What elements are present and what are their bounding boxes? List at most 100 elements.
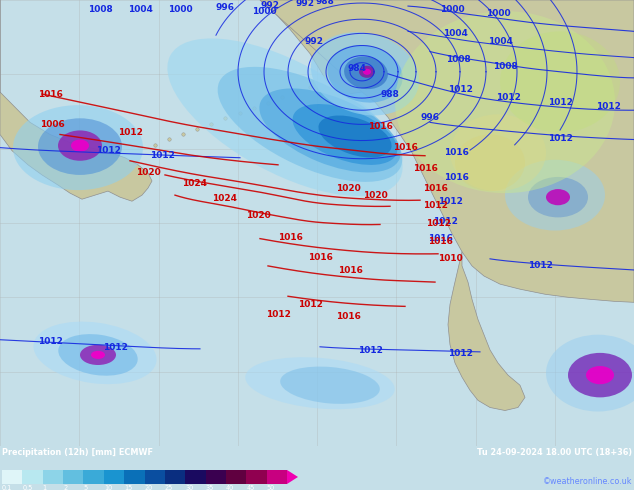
Ellipse shape xyxy=(568,353,632,397)
Ellipse shape xyxy=(546,335,634,412)
Ellipse shape xyxy=(528,177,588,218)
Text: 1000: 1000 xyxy=(167,4,192,14)
Polygon shape xyxy=(287,470,298,484)
Ellipse shape xyxy=(13,105,143,190)
Text: 992: 992 xyxy=(261,0,280,10)
Text: 1008: 1008 xyxy=(493,62,517,71)
Polygon shape xyxy=(0,0,152,201)
Ellipse shape xyxy=(58,334,138,376)
Text: 1012: 1012 xyxy=(297,300,323,309)
Text: 1020: 1020 xyxy=(363,191,387,199)
Ellipse shape xyxy=(450,114,546,191)
Bar xyxy=(2,470,22,484)
Bar xyxy=(145,470,165,484)
Text: 1008: 1008 xyxy=(87,4,112,14)
Bar xyxy=(185,470,205,484)
Text: 988: 988 xyxy=(316,0,335,5)
Ellipse shape xyxy=(34,321,157,384)
Text: 1012: 1012 xyxy=(437,196,462,206)
Text: 1012: 1012 xyxy=(548,134,573,143)
Text: 1012: 1012 xyxy=(117,128,143,137)
Text: 1012: 1012 xyxy=(548,98,573,107)
Bar xyxy=(267,470,287,484)
Text: 1012: 1012 xyxy=(425,219,450,228)
Ellipse shape xyxy=(280,367,380,404)
Text: 1016: 1016 xyxy=(427,237,453,246)
Text: Precipitation (12h) [mm] ECMWF: Precipitation (12h) [mm] ECMWF xyxy=(2,448,153,457)
Text: 1020: 1020 xyxy=(335,184,360,193)
Text: 992: 992 xyxy=(304,37,323,46)
Text: 1012: 1012 xyxy=(448,85,472,95)
Text: 1020: 1020 xyxy=(245,211,270,220)
Text: 1012: 1012 xyxy=(448,349,472,358)
Text: 5: 5 xyxy=(84,485,87,490)
Text: 40: 40 xyxy=(226,485,234,490)
Text: 1016: 1016 xyxy=(423,184,448,193)
Ellipse shape xyxy=(259,88,401,172)
Text: 984: 984 xyxy=(347,64,366,74)
Text: 1012: 1012 xyxy=(595,101,621,111)
Text: 1024: 1024 xyxy=(183,178,207,188)
Text: 1012: 1012 xyxy=(423,201,448,210)
Text: 15: 15 xyxy=(124,485,133,490)
Text: 1: 1 xyxy=(42,485,47,490)
Text: 1016: 1016 xyxy=(307,253,332,262)
Ellipse shape xyxy=(80,345,116,365)
Text: 1016: 1016 xyxy=(444,148,469,157)
Ellipse shape xyxy=(395,11,615,193)
Text: 1016: 1016 xyxy=(337,267,363,275)
Ellipse shape xyxy=(58,130,102,161)
Text: 1016: 1016 xyxy=(37,90,62,98)
Polygon shape xyxy=(260,0,634,302)
Text: 1020: 1020 xyxy=(136,169,160,177)
Text: 1016: 1016 xyxy=(427,234,453,243)
Text: 1016: 1016 xyxy=(335,312,361,321)
Text: 996: 996 xyxy=(420,113,439,122)
Bar xyxy=(124,470,145,484)
Bar xyxy=(84,470,104,484)
Text: 30: 30 xyxy=(185,485,193,490)
Ellipse shape xyxy=(245,357,395,409)
Text: 45: 45 xyxy=(246,485,254,490)
Text: 1012: 1012 xyxy=(266,310,290,319)
Bar xyxy=(104,470,124,484)
Text: 35: 35 xyxy=(205,485,214,490)
Ellipse shape xyxy=(359,66,375,78)
Text: 1004: 1004 xyxy=(488,37,512,46)
Ellipse shape xyxy=(293,104,398,165)
Text: 1012: 1012 xyxy=(103,343,127,352)
Bar xyxy=(246,470,267,484)
Text: 0.1: 0.1 xyxy=(2,485,12,490)
Text: 1012: 1012 xyxy=(496,93,521,101)
Text: 1012: 1012 xyxy=(527,262,552,270)
Ellipse shape xyxy=(71,140,89,152)
Text: 1004: 1004 xyxy=(127,4,152,14)
Text: 2: 2 xyxy=(63,485,67,490)
Ellipse shape xyxy=(217,67,403,182)
Polygon shape xyxy=(448,252,525,411)
Text: 1012: 1012 xyxy=(96,146,120,155)
Ellipse shape xyxy=(327,45,403,102)
Ellipse shape xyxy=(586,366,614,384)
Text: 1016: 1016 xyxy=(368,122,392,131)
Text: 25: 25 xyxy=(165,485,173,490)
Ellipse shape xyxy=(91,351,105,359)
Ellipse shape xyxy=(505,160,605,230)
Text: 988: 988 xyxy=(380,90,399,98)
Text: 1016: 1016 xyxy=(413,164,437,173)
Ellipse shape xyxy=(318,116,392,157)
Text: 1008: 1008 xyxy=(446,55,470,64)
Text: 1012: 1012 xyxy=(432,217,458,226)
Bar xyxy=(226,470,246,484)
Text: 1012: 1012 xyxy=(150,151,174,160)
Text: 1024: 1024 xyxy=(212,194,238,203)
Text: 1012: 1012 xyxy=(358,346,382,355)
Ellipse shape xyxy=(455,134,525,191)
Ellipse shape xyxy=(363,69,371,75)
Bar xyxy=(63,470,84,484)
Text: 1016: 1016 xyxy=(392,143,417,152)
Ellipse shape xyxy=(344,56,388,89)
Bar xyxy=(205,470,226,484)
Text: 1016: 1016 xyxy=(278,233,302,242)
Text: Tu 24-09-2024 18.00 UTC (18+36): Tu 24-09-2024 18.00 UTC (18+36) xyxy=(477,448,632,457)
